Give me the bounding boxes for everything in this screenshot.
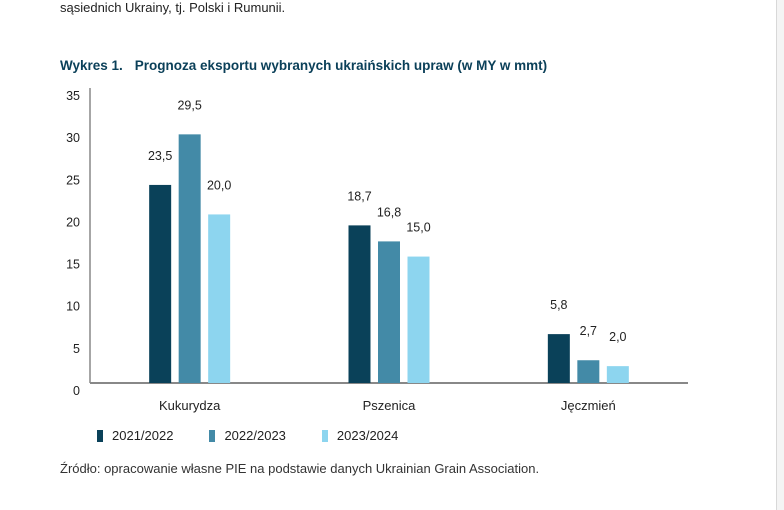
chart-title-text: Prognoza eksportu wybranych ukraińskich … [134, 58, 548, 73]
bar [547, 334, 570, 383]
data-label: 20,0 [207, 178, 231, 192]
legend-label: 2023/2024 [336, 428, 399, 443]
bar [178, 134, 201, 383]
data-label: 15,0 [406, 221, 430, 235]
x-tick-label: Jęczmień [561, 398, 616, 413]
source-note: Źródło: opracowanie własne PIE na podsta… [60, 461, 540, 476]
x-tick-label: Kukurydza [159, 398, 221, 413]
bar [606, 366, 629, 383]
legend-swatch [97, 429, 103, 442]
data-label: 2,0 [609, 330, 626, 344]
legend-item: 2022/2023 [209, 428, 286, 443]
y-tick-label: 0 [73, 384, 80, 398]
x-tick-label: Pszenica [363, 398, 417, 413]
bar [149, 184, 172, 383]
chart-title: Wykres 1. Prognoza eksportu wybranych ukr… [60, 58, 547, 73]
data-label: 29,5 [177, 98, 201, 112]
legend-label: 2022/2023 [224, 428, 286, 443]
y-tick-label: 5 [73, 342, 80, 356]
data-label: 2,7 [580, 324, 597, 338]
data-label: 16,8 [377, 205, 401, 219]
bar [208, 214, 231, 383]
legend-label: 2021/2022 [112, 428, 174, 443]
legend-item: 2023/2024 [321, 428, 399, 443]
legend-swatch [209, 429, 216, 442]
legend: 2021/2022 2022/2023 2023/2024 [97, 428, 434, 443]
y-tick-label: 20 [66, 215, 80, 229]
data-label: 18,7 [347, 189, 371, 203]
data-label: 5,8 [550, 298, 567, 312]
bar [577, 360, 600, 383]
y-tick-label: 30 [66, 131, 80, 145]
bar-chart: 0 5 10 15 20 25 30 35 Kukurydza 23,5 29,5 20,0 Pszen… [66, 88, 688, 413]
y-tick-label: 15 [66, 258, 80, 272]
y-tick-label: 35 [66, 89, 80, 103]
previous-paragraph-text: sąsiednich Ukrainy, tj. Polski i Rumunii… [60, 0, 286, 15]
data-label: 23,5 [148, 149, 172, 163]
figure-number: Wykres 1. [60, 58, 123, 73]
legend-item: 2021/2022 [97, 428, 173, 443]
y-tick-label: 10 [66, 300, 80, 314]
y-tick-label: 25 [66, 173, 80, 187]
scrollbar[interactable] [776, 0, 784, 510]
bar [407, 256, 430, 383]
bar [348, 225, 371, 383]
bar [378, 241, 400, 383]
legend-swatch [321, 429, 328, 442]
